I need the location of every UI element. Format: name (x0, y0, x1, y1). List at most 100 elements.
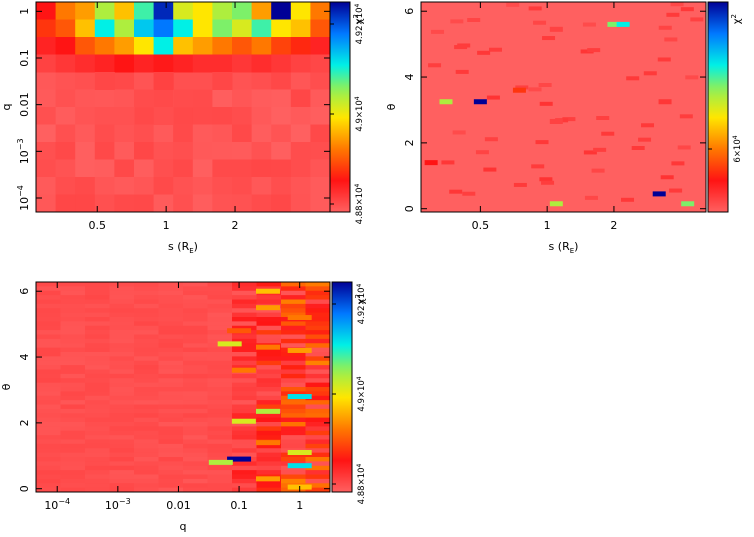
heatmap-cell (256, 483, 282, 489)
heatmap-cell (281, 286, 306, 292)
heatmap-cell (271, 159, 292, 178)
heatmap-cell (94, 177, 115, 195)
x-tick-label: 1 (296, 499, 303, 512)
heatmap-cell (454, 45, 468, 50)
heatmap-cell (109, 448, 135, 454)
heatmap-cell (660, 175, 674, 180)
heatmap-cell (85, 330, 110, 335)
heatmap-cell (109, 290, 135, 296)
heatmap-cell (207, 404, 233, 410)
heatmap-cell (591, 168, 605, 173)
heatmap-cell (60, 478, 86, 484)
heatmap-cell (85, 299, 110, 305)
heatmap-cell (134, 54, 155, 73)
heatmap-cell (158, 317, 184, 322)
heatmap-cell (290, 107, 311, 125)
heatmap-cell (290, 124, 311, 143)
heatmap-cell (583, 150, 597, 155)
heatmap-cell (36, 356, 61, 362)
heatmap-cell (158, 378, 184, 384)
heatmap-cell (232, 124, 253, 143)
heatmap-cell (310, 159, 331, 178)
heatmap-cell (281, 290, 306, 296)
heatmap-cell (281, 360, 306, 366)
heatmap-cell (305, 338, 331, 344)
heatmap-cell (60, 338, 86, 344)
heatmap-cell (60, 330, 86, 335)
heatmap-cell (256, 417, 282, 423)
heatmap-cell (60, 352, 86, 357)
heatmap-cell (158, 286, 184, 292)
heatmap-cell (541, 180, 555, 185)
heatmap-cell (183, 474, 208, 480)
heatmap-cell (462, 191, 476, 196)
heatmap-cell (85, 295, 110, 300)
y-tick-label: 10−3 (16, 138, 31, 164)
heatmap-cell (305, 391, 331, 397)
heatmap-cell (281, 413, 306, 419)
heatmap-cell (94, 89, 115, 108)
heatmap-cell (36, 404, 61, 410)
heatmap-cell (183, 282, 208, 287)
heatmap-cell (305, 413, 331, 419)
heatmap-cell (281, 387, 306, 392)
colorbar (331, 281, 353, 493)
heatmap-cell (85, 352, 110, 357)
heatmap-cell (535, 140, 549, 145)
y-tick-label: 6 (18, 288, 31, 295)
heatmap-cell (158, 422, 184, 427)
heatmap-cell (251, 194, 272, 213)
heatmap-cell (227, 456, 252, 462)
heatmap-cell (109, 347, 135, 353)
heatmap-cell (305, 303, 331, 309)
heatmap-cell (305, 478, 331, 484)
heatmap-cell (85, 360, 110, 366)
heatmap-cell (60, 439, 86, 445)
heatmap-cell (643, 71, 657, 76)
heatmap-cell (153, 89, 174, 108)
heatmap-cell (232, 465, 257, 471)
heatmap-cell (158, 395, 184, 401)
heatmap-cell (36, 142, 57, 160)
heatmap-cell (36, 308, 61, 314)
heatmap-cell (582, 22, 596, 27)
heatmap-cell (85, 478, 110, 484)
heatmap-cell (281, 487, 306, 493)
heatmap-cell (94, 19, 115, 38)
y-tick-label: 1 (18, 8, 31, 15)
heatmap-cell (60, 365, 86, 370)
heatmap-cell (85, 404, 110, 410)
heatmap-cell (305, 325, 331, 331)
heatmap-cell (310, 89, 331, 108)
heatmap-cell (158, 483, 184, 489)
heatmap-cell (192, 177, 213, 195)
heatmap-cell (158, 408, 184, 414)
heatmap-cell (271, 177, 292, 195)
heatmap-cell (134, 107, 155, 125)
heatmap-cell (173, 19, 194, 38)
heatmap-cell (690, 17, 704, 22)
heatmap-cell (256, 282, 282, 287)
plot-frame (35, 281, 331, 493)
heatmap-cell (232, 89, 253, 108)
heatmap-cell (173, 107, 194, 125)
heatmap-cell (36, 439, 61, 445)
heatmap-cell (255, 440, 280, 446)
heatmap-cell (60, 299, 86, 305)
heatmap-cell (251, 107, 272, 125)
heatmap-cell (281, 439, 306, 445)
heatmap-cell (207, 400, 233, 405)
heatmap-cell (256, 295, 282, 300)
heatmap-cell (183, 395, 208, 401)
heatmap-cell (232, 404, 257, 410)
heatmap-cell (36, 452, 61, 458)
heatmap-cell (36, 334, 61, 340)
heatmap-cell (207, 282, 233, 287)
heatmap-cell (290, 2, 311, 20)
heatmap-cell (114, 142, 135, 160)
heatmap-cell (85, 422, 110, 427)
heatmap-cell (36, 435, 61, 440)
heatmap-cell (271, 124, 292, 143)
heatmap-cell (183, 303, 208, 309)
heatmap-cell (287, 315, 312, 321)
